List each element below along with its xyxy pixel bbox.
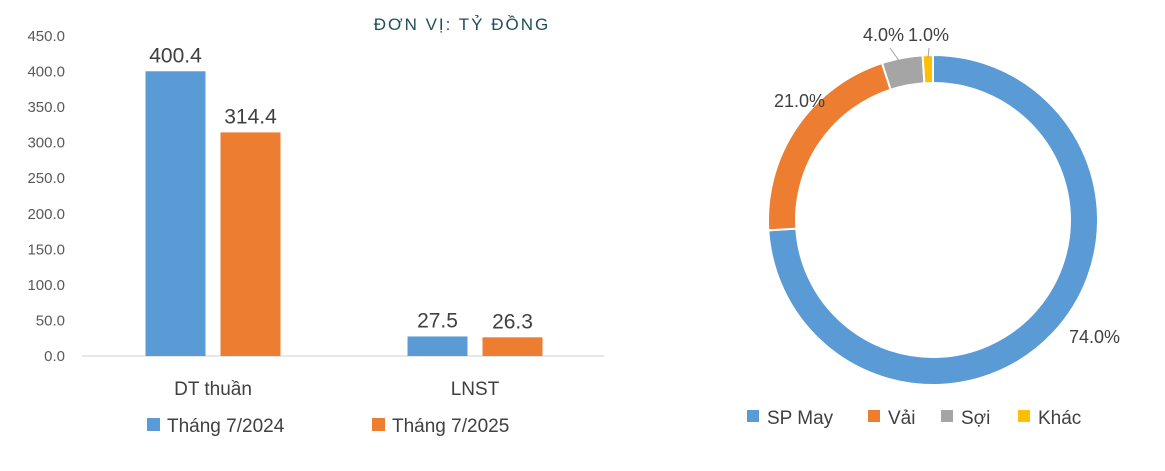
legend-swatch [1018, 410, 1030, 422]
bar [407, 336, 468, 356]
slice-label: 1.0% [908, 25, 949, 45]
donut-slice [880, 54, 926, 91]
bar [482, 337, 543, 356]
bar-data-label: 26.3 [492, 310, 533, 333]
legend-swatch [747, 410, 759, 422]
y-tick-label: 400.0 [27, 64, 65, 81]
donut-chart: 74.0% 21.0% 4.0% 1.0% SP May Vải Sợi Khác [747, 25, 1120, 429]
legend-label: Khác [1038, 408, 1081, 429]
y-tick-label: 300.0 [27, 135, 65, 152]
y-tick-label: 100.0 [27, 277, 65, 294]
y-tick-label: 250.0 [27, 170, 65, 187]
legend-label: Tháng 7/2025 [392, 416, 509, 437]
y-tick-label: 450.0 [27, 28, 65, 45]
legend-swatch [372, 418, 385, 431]
leader-line [889, 47, 901, 63]
bar-data-label: 400.4 [149, 44, 202, 67]
slice-label: 74.0% [1069, 327, 1120, 347]
bar-chart: ĐƠN VỊ: TỶ ĐỒNG 0.0 50.0 100.0 150.0 200.0 25… [27, 15, 604, 437]
donut-slice [921, 53, 934, 85]
category-label: DT thuần [174, 379, 252, 400]
category-labels: DT thuần LNST [174, 379, 500, 400]
y-tick-label: 150.0 [27, 241, 65, 258]
slice-label: 4.0% [863, 25, 904, 45]
y-tick-label: 350.0 [27, 99, 65, 116]
legend-label: Tháng 7/2024 [167, 416, 285, 437]
slice-labels: 74.0% 21.0% 4.0% 1.0% [774, 25, 1120, 347]
legend-swatch [147, 418, 160, 431]
leader-line [927, 47, 930, 59]
legend-swatch [868, 410, 880, 422]
bar [145, 71, 206, 356]
unit-title: ĐƠN VỊ: TỶ ĐỒNG [374, 15, 551, 34]
donut-legend: SP May Vải Sợi Khác [747, 408, 1081, 429]
legend-label: Sợi [961, 408, 990, 429]
donut-slice [767, 53, 1099, 386]
y-tick-label: 0.0 [44, 348, 65, 365]
bar-data-labels: 400.4 314.4 27.5 26.3 [149, 44, 533, 333]
slice-label: 21.0% [774, 91, 825, 111]
legend-label: SP May [767, 408, 834, 429]
y-tick-label: 200.0 [27, 206, 65, 223]
legend-swatch [941, 410, 953, 422]
category-label: LNST [451, 379, 500, 400]
bar-data-label: 27.5 [417, 309, 458, 332]
donut-slice [767, 61, 892, 232]
legend-label: Vải [888, 408, 915, 429]
bars [145, 71, 543, 356]
bar [220, 132, 281, 356]
donut-slices [767, 53, 1099, 386]
y-axis: 0.0 50.0 100.0 150.0 200.0 250.0 300.0 350.0 400… [27, 28, 65, 365]
bar-data-label: 314.4 [224, 105, 277, 128]
bar-legend: Tháng 7/2024 Tháng 7/2025 [147, 416, 509, 437]
y-tick-label: 50.0 [36, 312, 65, 329]
